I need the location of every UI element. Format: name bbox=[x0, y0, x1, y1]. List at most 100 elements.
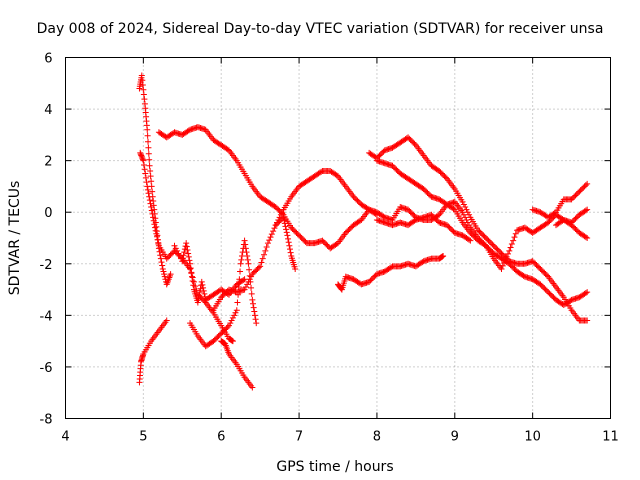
data-point bbox=[150, 217, 157, 224]
data-point bbox=[241, 237, 248, 244]
data-point bbox=[449, 227, 456, 234]
data-point bbox=[216, 331, 223, 338]
data-point bbox=[442, 174, 449, 181]
data-point bbox=[183, 240, 190, 247]
data-point bbox=[167, 271, 174, 278]
data-point bbox=[582, 207, 589, 214]
data-point bbox=[144, 126, 151, 133]
x-tick-label: 10 bbox=[524, 430, 541, 445]
data-point bbox=[511, 234, 518, 241]
data-points bbox=[136, 72, 591, 391]
data-point bbox=[294, 231, 301, 238]
chart-title: Day 008 of 2024, Sidereal Day-to-day VTE… bbox=[37, 21, 604, 37]
data-point bbox=[406, 135, 413, 142]
data-point bbox=[573, 214, 580, 221]
data-point bbox=[405, 134, 412, 141]
data-point bbox=[293, 229, 300, 236]
data-point bbox=[581, 183, 588, 190]
y-tick-label: 6 bbox=[44, 52, 52, 67]
data-point bbox=[424, 189, 431, 196]
data-point bbox=[138, 152, 145, 159]
data-point bbox=[472, 235, 479, 241]
data-point bbox=[140, 86, 147, 93]
data-point bbox=[144, 132, 151, 139]
data-point bbox=[572, 192, 579, 199]
data-point bbox=[175, 250, 182, 257]
data-point bbox=[218, 330, 225, 337]
data-point bbox=[172, 245, 179, 252]
data-point bbox=[353, 196, 360, 203]
data-point bbox=[159, 265, 166, 272]
data-point bbox=[479, 231, 486, 238]
data-point bbox=[572, 225, 579, 232]
data-point bbox=[224, 323, 231, 330]
data-point bbox=[540, 283, 547, 290]
data-point bbox=[490, 242, 497, 249]
data-point bbox=[462, 214, 469, 221]
data-point bbox=[161, 273, 168, 280]
data-point bbox=[543, 287, 550, 294]
data-point bbox=[222, 326, 229, 333]
data-point bbox=[276, 207, 283, 214]
data-point bbox=[578, 186, 585, 193]
data-point bbox=[244, 253, 251, 260]
data-point bbox=[227, 320, 234, 327]
x-tick-label: 11 bbox=[602, 430, 619, 445]
data-point bbox=[392, 165, 399, 172]
data-point bbox=[245, 260, 252, 267]
data-point bbox=[324, 242, 331, 249]
data-point bbox=[229, 338, 236, 345]
data-point bbox=[364, 205, 371, 212]
data-point bbox=[407, 137, 414, 144]
data-point bbox=[437, 169, 444, 176]
data-point bbox=[137, 151, 144, 158]
data-point bbox=[510, 264, 517, 271]
data-point bbox=[502, 256, 509, 263]
data-point bbox=[229, 314, 236, 321]
data-point bbox=[438, 170, 445, 177]
data-point bbox=[568, 219, 575, 226]
data-point bbox=[467, 229, 474, 236]
data-point bbox=[511, 265, 518, 272]
data-point bbox=[545, 219, 552, 226]
data-point bbox=[257, 263, 264, 270]
data-point bbox=[274, 220, 281, 227]
data-point bbox=[224, 146, 231, 153]
data-point bbox=[211, 336, 218, 343]
data-point bbox=[226, 322, 232, 329]
data-point bbox=[301, 237, 308, 244]
data-point bbox=[145, 144, 152, 151]
data-point bbox=[394, 167, 401, 174]
data-point bbox=[141, 96, 148, 103]
y-tick-label: -8 bbox=[40, 413, 53, 428]
data-point bbox=[198, 278, 205, 285]
data-point bbox=[540, 268, 547, 275]
data-point bbox=[237, 260, 244, 267]
data-point bbox=[219, 293, 226, 300]
data-point bbox=[251, 312, 258, 319]
data-point bbox=[318, 168, 325, 175]
data-point bbox=[370, 274, 377, 281]
data-point bbox=[428, 211, 435, 218]
data-point bbox=[168, 250, 175, 257]
data-point bbox=[411, 140, 418, 147]
data-point bbox=[320, 238, 327, 245]
data-point bbox=[253, 267, 260, 274]
data-point bbox=[546, 290, 553, 297]
data-point bbox=[542, 286, 549, 293]
data-point bbox=[153, 233, 160, 240]
data-point bbox=[196, 289, 203, 296]
data-point bbox=[292, 265, 299, 272]
data-point bbox=[503, 253, 510, 260]
data-point bbox=[444, 222, 450, 229]
data-point bbox=[189, 277, 196, 284]
data-point bbox=[469, 232, 476, 239]
data-point bbox=[495, 247, 502, 254]
data-point bbox=[446, 224, 453, 231]
data-point bbox=[569, 195, 576, 202]
data-point bbox=[144, 186, 151, 193]
data-point bbox=[150, 214, 157, 221]
data-point bbox=[187, 265, 194, 272]
data-point bbox=[573, 191, 580, 198]
data-point bbox=[432, 215, 439, 222]
